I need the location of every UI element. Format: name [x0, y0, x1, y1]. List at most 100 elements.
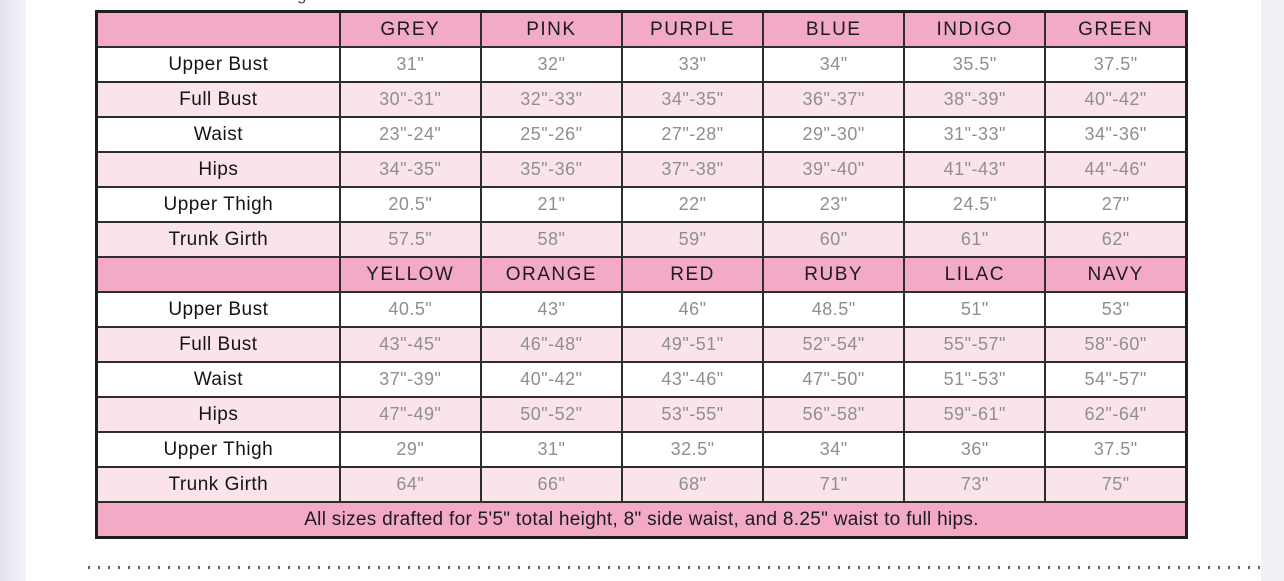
measurement-value-cell: 31"-33"	[903, 116, 1047, 153]
measurement-value-cell: 35.5"	[903, 46, 1047, 83]
measurement-row: Trunk Girth 57.5" 58" 59" 60" 61" 62"	[95, 221, 1188, 258]
measurement-row: Trunk Girth 64" 66" 68" 71" 73" 75"	[95, 466, 1188, 503]
measurement-row: Waist 23"-24" 25"-26" 27"-28" 29"-30" 31"-33"…	[95, 116, 1188, 153]
measurement-value-cell: 39"-40"	[762, 151, 906, 188]
measurement-row: Full Bust 43"-45" 46"-48" 49"-51" 52"-54" 55"…	[95, 326, 1188, 363]
measurement-value-cell: 53"	[1044, 291, 1188, 328]
measurement-value-cell: 21"	[479, 186, 623, 223]
color-header-row: GREY PINK PURPLE BLUE INDIGO GREEN	[95, 10, 1188, 48]
measurement-value-cell: 52"-54"	[762, 326, 906, 363]
measurement-label-cell: Upper Thigh	[95, 431, 341, 468]
measurement-value-cell: 62"-64"	[1044, 396, 1188, 433]
measurement-row: Upper Thigh 20.5" 21" 22" 23" 24.5" 27"	[95, 186, 1188, 223]
footer-note-row: All sizes drafted for 5'5" total height,…	[95, 501, 1188, 539]
color-header-cell: INDIGO	[903, 10, 1047, 48]
measurement-value-cell: 27"-28"	[620, 116, 765, 153]
color-header-cell: BLUE	[762, 10, 906, 48]
measurement-label-cell: Trunk Girth	[95, 221, 341, 258]
measurement-value-cell: 40"-42"	[1044, 81, 1188, 118]
measurement-value-cell: 43"-46"	[620, 361, 765, 398]
color-header-cell: GREEN	[1044, 10, 1188, 48]
dotted-divider	[88, 566, 1262, 569]
measurement-value-cell: 68"	[620, 466, 765, 503]
measurement-value-cell: 31"	[479, 431, 623, 468]
color-header-cell: RED	[620, 256, 765, 293]
measurement-value-cell: 55"-57"	[903, 326, 1047, 363]
measurement-label-cell: Trunk Girth	[95, 466, 341, 503]
measurement-value-cell: 58"-60"	[1044, 326, 1188, 363]
corner-cell	[95, 256, 341, 293]
measurement-value-cell: 34"-36"	[1044, 116, 1188, 153]
measurement-row: Full Bust 30"-31" 32"-33" 34"-35" 36"-37" 38"…	[95, 81, 1188, 118]
color-header-cell: RUBY	[762, 256, 906, 293]
measurement-value-cell: 58"	[479, 221, 623, 258]
measurement-value-cell: 29"-30"	[762, 116, 906, 153]
color-header-cell: GREY	[338, 10, 482, 48]
measurement-value-cell: 44"-46"	[1044, 151, 1188, 188]
color-header-cell: YELLOW	[338, 256, 482, 293]
measurement-row: Waist 37"-39" 40"-42" 43"-46" 47"-50" 51"-53"…	[95, 361, 1188, 398]
measurement-value-cell: 60"	[762, 221, 906, 258]
color-header-cell: PURPLE	[620, 10, 765, 48]
size-chart-table: GREY PINK PURPLE BLUE INDIGO GREEN Upper Bust 3…	[95, 10, 1188, 539]
measurement-value-cell: 23"	[762, 186, 906, 223]
measurement-row: Upper Bust 40.5" 43" 46" 48.5" 51" 53"	[95, 291, 1188, 328]
measurement-value-cell: 34"	[762, 431, 906, 468]
measurement-value-cell: 31"	[338, 46, 482, 83]
measurement-value-cell: 56"-58"	[762, 396, 906, 433]
measurement-value-cell: 75"	[1044, 466, 1188, 503]
measurement-value-cell: 20.5"	[338, 186, 482, 223]
measurement-value-cell: 61"	[903, 221, 1047, 258]
measurement-value-cell: 38"-39"	[903, 81, 1047, 118]
measurement-value-cell: 37.5"	[1044, 46, 1188, 83]
measurement-label-cell: Hips	[95, 151, 341, 188]
measurement-label-cell: Full Bust	[95, 326, 341, 363]
measurement-value-cell: 48.5"	[762, 291, 906, 328]
measurement-value-cell: 49"-51"	[620, 326, 765, 363]
measurement-label-cell: Full Bust	[95, 81, 341, 118]
measurement-value-cell: 27"	[1044, 186, 1188, 223]
measurement-value-cell: 59"	[620, 221, 765, 258]
measurement-label-cell: Upper Thigh	[95, 186, 341, 223]
measurement-label-cell: Upper Bust	[95, 291, 341, 328]
footer-note-cell: All sizes drafted for 5'5" total height,…	[95, 501, 1188, 539]
measurement-value-cell: 37"-38"	[620, 151, 765, 188]
measurement-label-cell: Waist	[95, 116, 341, 153]
color-header-row: YELLOW ORANGE RED RUBY LILAC NAVY	[95, 256, 1188, 293]
measurement-value-cell: 43"-45"	[338, 326, 482, 363]
measurement-value-cell: 32.5"	[620, 431, 765, 468]
measurement-value-cell: 29"	[338, 431, 482, 468]
measurement-value-cell: 50"-52"	[479, 396, 623, 433]
page-margin-right	[1261, 0, 1284, 581]
measurement-value-cell: 59"-61"	[903, 396, 1047, 433]
measurement-row: Upper Bust 31" 32" 33" 34" 35.5" 37.5"	[95, 46, 1188, 83]
size-chart-body: GREY PINK PURPLE BLUE INDIGO GREEN Upper Bust 3…	[95, 10, 1188, 539]
measurement-value-cell: 40.5"	[338, 291, 482, 328]
measurement-value-cell: 64"	[338, 466, 482, 503]
measurement-value-cell: 71"	[762, 466, 906, 503]
measurement-value-cell: 33"	[620, 46, 765, 83]
measurement-label-cell: Upper Bust	[95, 46, 341, 83]
cropped-title-text: g	[297, 0, 306, 3]
measurement-value-cell: 34"-35"	[338, 151, 482, 188]
measurement-value-cell: 32"	[479, 46, 623, 83]
measurement-row: Upper Thigh 29" 31" 32.5" 34" 36" 37.5"	[95, 431, 1188, 468]
measurement-value-cell: 57.5"	[338, 221, 482, 258]
measurement-row: Hips 34"-35" 35"-36" 37"-38" 39"-40" 41"-43" 4…	[95, 151, 1188, 188]
page-margin-left	[0, 0, 26, 581]
measurement-value-cell: 54"-57"	[1044, 361, 1188, 398]
measurement-value-cell: 36"-37"	[762, 81, 906, 118]
measurement-value-cell: 46"-48"	[479, 326, 623, 363]
measurement-value-cell: 35"-36"	[479, 151, 623, 188]
measurement-value-cell: 66"	[479, 466, 623, 503]
measurement-value-cell: 51"	[903, 291, 1047, 328]
color-header-cell: NAVY	[1044, 256, 1188, 293]
measurement-value-cell: 23"-24"	[338, 116, 482, 153]
measurement-value-cell: 53"-55"	[620, 396, 765, 433]
color-header-cell: ORANGE	[479, 256, 623, 293]
measurement-value-cell: 30"-31"	[338, 81, 482, 118]
measurement-value-cell: 34"	[762, 46, 906, 83]
measurement-value-cell: 25"-26"	[479, 116, 623, 153]
measurement-value-cell: 43"	[479, 291, 623, 328]
color-header-cell: PINK	[479, 10, 623, 48]
